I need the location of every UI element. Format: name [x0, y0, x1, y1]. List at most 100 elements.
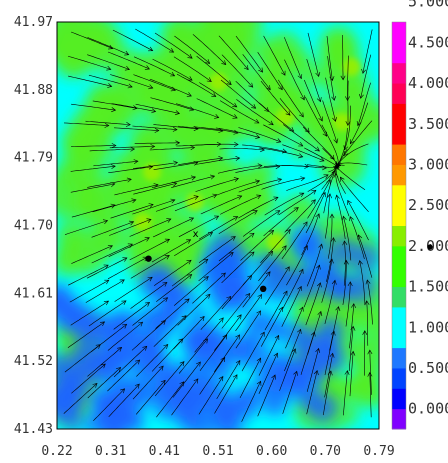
streamline — [286, 245, 308, 286]
streamline-arrowhead — [233, 129, 239, 135]
streamline — [91, 221, 134, 238]
streamline — [279, 348, 296, 391]
streamline — [236, 99, 274, 126]
streamline-arrowhead — [265, 85, 271, 91]
marker-point-2 — [259, 285, 267, 293]
streamline — [132, 199, 175, 215]
streamline-arrowhead — [205, 293, 211, 299]
streamline-arrowhead — [322, 165, 327, 171]
streamline-arrowhead — [300, 95, 305, 101]
streamline-arrowhead — [300, 176, 306, 182]
streamline-arrowhead — [187, 76, 193, 81]
streamline — [132, 162, 178, 169]
streamline-arrowhead — [133, 159, 139, 165]
colorbar-tick-label: 2.500 — [408, 196, 448, 214]
streamline-arrowhead — [148, 46, 154, 52]
streamline — [344, 105, 351, 150]
streamline — [195, 178, 239, 192]
streamline-arrowhead — [147, 276, 153, 282]
streamline — [88, 300, 127, 327]
streamline-arrowhead — [172, 126, 178, 132]
streamline — [335, 173, 350, 217]
streamline — [350, 102, 369, 144]
streamline-arrowhead — [132, 105, 138, 111]
streamline — [193, 143, 239, 146]
streamline-arrowhead — [144, 302, 150, 307]
streamline — [69, 279, 109, 303]
streamline — [198, 252, 234, 282]
streamline-arrowhead — [187, 53, 193, 59]
streamline — [91, 324, 127, 353]
streamline — [303, 265, 320, 308]
streamline-arrowhead — [345, 121, 351, 127]
streamline-arrowhead — [228, 252, 234, 257]
streamline — [87, 367, 121, 399]
streamline — [305, 96, 327, 137]
streamline — [171, 378, 199, 416]
streamline — [132, 365, 164, 400]
colorbar-tick-label: 4.500 — [408, 33, 448, 51]
streamline-arrowhead — [252, 210, 258, 215]
streamline-arrowhead — [330, 330, 336, 336]
streamline-arrowhead — [237, 195, 243, 200]
streamline-arrowhead — [218, 317, 224, 323]
colorbar-tick-label: 4.000 — [408, 74, 448, 92]
streamline — [107, 321, 143, 351]
colorbar-swatch — [392, 123, 406, 145]
streamline-arrowhead — [293, 207, 299, 212]
streamline — [279, 98, 310, 133]
streamline-arrowhead — [298, 153, 304, 159]
streamline — [174, 232, 213, 257]
streamline-arrowhead — [330, 237, 336, 242]
streamline — [92, 199, 136, 213]
streamline — [342, 260, 347, 305]
streamline — [196, 98, 238, 119]
y-tick-label: 41.79 — [14, 151, 53, 166]
streamline-arrowhead — [92, 382, 98, 388]
colorbar-tick-label: 3.000 — [408, 155, 448, 173]
streamline-arrowhead — [276, 138, 282, 143]
colorbar-swatch — [392, 225, 406, 247]
streamline — [219, 100, 260, 124]
streamline-arrowhead — [313, 369, 319, 376]
streamline — [241, 332, 265, 372]
colorbar-tick-label: 5.000 — [408, 0, 448, 11]
streamline-arrowhead — [315, 347, 321, 353]
streamline-arrowhead — [302, 221, 308, 227]
streamline — [64, 220, 108, 235]
streamline — [302, 126, 335, 160]
streamline — [327, 214, 333, 259]
streamline-arrowhead — [273, 352, 279, 358]
streamline-arrowhead — [186, 239, 192, 244]
streamline — [130, 255, 170, 279]
markers: x — [145, 229, 267, 293]
streamline — [87, 347, 122, 377]
streamline — [301, 213, 320, 256]
streamline-arrowhead — [340, 75, 346, 81]
streamline-arrowhead — [329, 213, 335, 219]
streamline — [300, 332, 315, 375]
streamline — [347, 55, 349, 101]
streamline-arrowhead — [235, 156, 241, 161]
streamline — [171, 175, 215, 188]
streamline-arrowhead — [154, 127, 160, 133]
streamline — [86, 257, 128, 279]
streamline — [173, 56, 212, 82]
streamline — [172, 361, 201, 398]
streamline-arrowhead — [316, 97, 322, 103]
colorbar-swatch — [392, 103, 406, 125]
streamline — [178, 338, 208, 374]
streamline — [258, 147, 303, 158]
streamline — [198, 236, 236, 263]
streamline-arrowhead — [275, 164, 281, 170]
streamline-arrowhead — [174, 110, 181, 116]
x-tick-label: 0.41 — [149, 444, 180, 459]
streamline — [155, 298, 190, 329]
streamline-arrowhead — [110, 164, 116, 170]
streamline-arrowhead — [297, 74, 303, 80]
streamline-arrowhead — [299, 112, 304, 118]
streamline-arrowhead — [233, 216, 239, 221]
streamline-arrowhead — [116, 367, 122, 372]
streamline — [67, 264, 109, 286]
streamline-arrowhead — [347, 281, 353, 287]
